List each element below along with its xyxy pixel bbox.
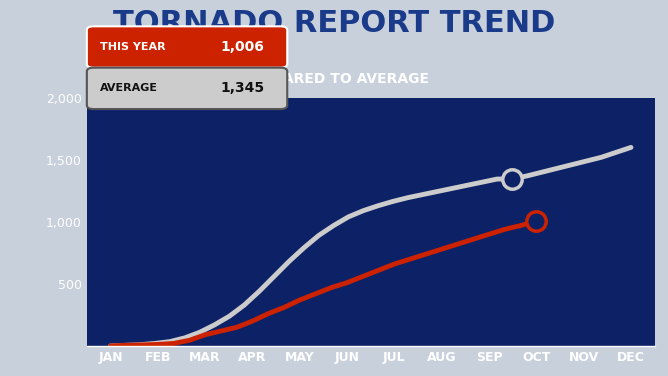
Text: TORNADO REPORT TREND: TORNADO REPORT TREND [113,9,555,38]
Text: 1,345: 1,345 [220,81,265,96]
Text: AVERAGE: AVERAGE [100,83,158,93]
Text: THIS YEAR: THIS YEAR [100,42,166,52]
Text: COMPARED TO AVERAGE: COMPARED TO AVERAGE [238,72,430,86]
Text: 1,006: 1,006 [220,40,265,54]
